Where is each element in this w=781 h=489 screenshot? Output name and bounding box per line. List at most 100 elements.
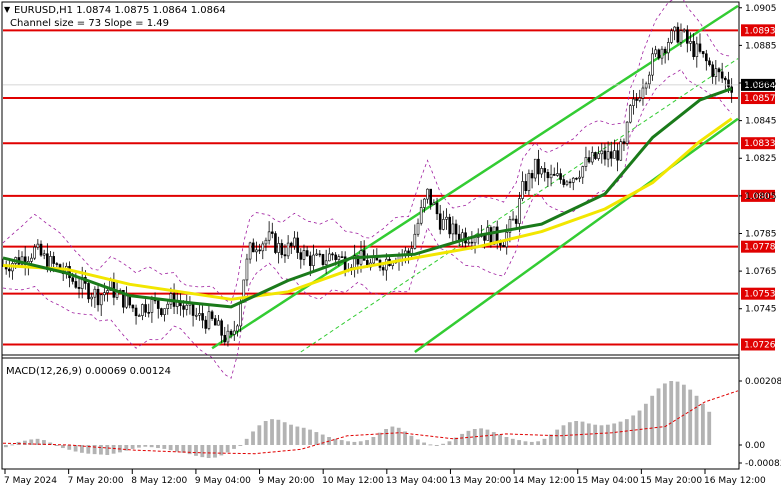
macd-hist-bar: [263, 421, 268, 445]
macd-hist-bar: [485, 429, 490, 445]
candle-body: [293, 237, 296, 247]
price-tick-label: 1.0845: [745, 117, 777, 127]
candle-body: [312, 254, 315, 266]
macd-hist-bar: [320, 434, 325, 445]
bollinger-bands: [2, 0, 732, 379]
candle-body: [495, 226, 499, 243]
macd-hist-bar: [447, 441, 452, 445]
macd-hist-bar: [517, 440, 522, 445]
candle-body: [508, 219, 512, 233]
price-tick-label: 1.0805: [745, 192, 777, 202]
macd-hist-bar: [238, 445, 243, 446]
candle-body: [568, 181, 572, 184]
candle-body: [451, 223, 455, 235]
candle-body: [175, 301, 179, 307]
time-tick-label: 13 May 20:00: [449, 476, 511, 486]
horizontal-levels: [3, 29, 738, 346]
time-tick-label: 15 May 20:00: [640, 476, 702, 486]
macd-hist-bar: [149, 445, 154, 448]
price-tick-label: 1.0765: [745, 267, 777, 277]
level-badges: 1.0893 1.0857 1.0833 1.0805 1.0778 1.0753 1.07…: [3, 24, 776, 351]
macd-hist-bar: [365, 440, 369, 445]
candle-body: [229, 330, 233, 335]
macd-hist-bar: [548, 434, 553, 445]
candle-body: [267, 231, 271, 241]
candle-body: [74, 281, 78, 288]
candle-body: [698, 43, 702, 52]
candle-body: [122, 289, 125, 308]
time-tick-label: 15 May 04:00: [577, 476, 639, 486]
candle-body: [502, 245, 505, 248]
candle-body: [711, 64, 714, 77]
price-tick-label: 1.0885: [745, 41, 777, 51]
candle-body: [549, 173, 553, 179]
candle-body: [708, 60, 711, 66]
macd-hist-bar: [453, 437, 458, 445]
candle-body: [258, 249, 261, 252]
macd-hist-bar: [434, 445, 439, 446]
macd-hist-bar: [301, 427, 306, 445]
candle-body: [141, 304, 144, 316]
macd-hist-bar: [111, 445, 116, 454]
macd-hist-bar: [605, 424, 610, 445]
candle-body: [93, 288, 97, 298]
candle-body: [217, 320, 220, 326]
candle-body: [556, 173, 559, 176]
macd-hist-bar: [162, 445, 167, 449]
macd-hist-bar: [510, 438, 515, 445]
level-badge-label: 1.0833: [744, 139, 776, 149]
macd-hist-bar: [35, 438, 40, 445]
price-axis: 1.0905 1.0885 1.0865 1.0845 1.0825 1.0805 1.07…: [739, 4, 777, 315]
candle-body: [337, 256, 341, 260]
macd-hist-bar: [124, 445, 129, 451]
candle-body: [340, 256, 344, 258]
candle-body: [150, 299, 154, 313]
candle-body: [201, 313, 204, 321]
macd-hist-bar: [580, 421, 585, 445]
candle-body: [606, 151, 610, 160]
candle-body: [609, 151, 613, 159]
candle-body: [274, 233, 277, 253]
candle-body: [77, 287, 81, 289]
macd-hist-bar: [529, 441, 534, 445]
macd-tick-label: 0.00: [745, 441, 765, 451]
macd-hist-bar: [460, 433, 465, 445]
macd-hist-bar: [282, 422, 287, 445]
macd-hist-bar: [23, 440, 27, 445]
macd-hist-bar: [612, 423, 617, 445]
candle-body: [220, 320, 223, 336]
price-tick-label: 1.0905: [745, 4, 777, 14]
candle-body: [489, 227, 493, 245]
candle-body: [457, 233, 461, 240]
candle-body: [302, 250, 306, 260]
candle-body: [251, 242, 255, 253]
macd-hist-bar: [491, 432, 496, 445]
macd-hist-bar: [586, 423, 591, 445]
candle-body: [429, 188, 432, 205]
macd-hist-bar: [48, 442, 53, 445]
candle-body: [552, 173, 556, 176]
candle-body: [720, 71, 724, 79]
candle-body: [625, 121, 629, 144]
macd-hist-bar: [105, 445, 110, 455]
candle-body: [277, 243, 280, 253]
macd-hist-bar: [156, 445, 160, 449]
candle-body: [597, 153, 600, 159]
macd-hist-bar: [92, 445, 97, 455]
candle-body: [289, 242, 293, 247]
candle-body: [660, 48, 664, 59]
bollinger-lower: [2, 68, 732, 379]
candle-body: [331, 253, 334, 256]
candle-body: [68, 266, 71, 279]
macd-hist-bar: [61, 445, 65, 449]
candle-body: [356, 255, 360, 265]
candle-body: [255, 249, 258, 253]
candle-body: [318, 253, 322, 256]
level-badge-label: 1.0805: [744, 192, 776, 202]
candle-body: [571, 177, 575, 183]
candle-body: [622, 141, 626, 144]
macd-hist-bar: [403, 431, 407, 445]
candle-body: [210, 311, 214, 319]
macd-hist-bar: [504, 437, 509, 445]
